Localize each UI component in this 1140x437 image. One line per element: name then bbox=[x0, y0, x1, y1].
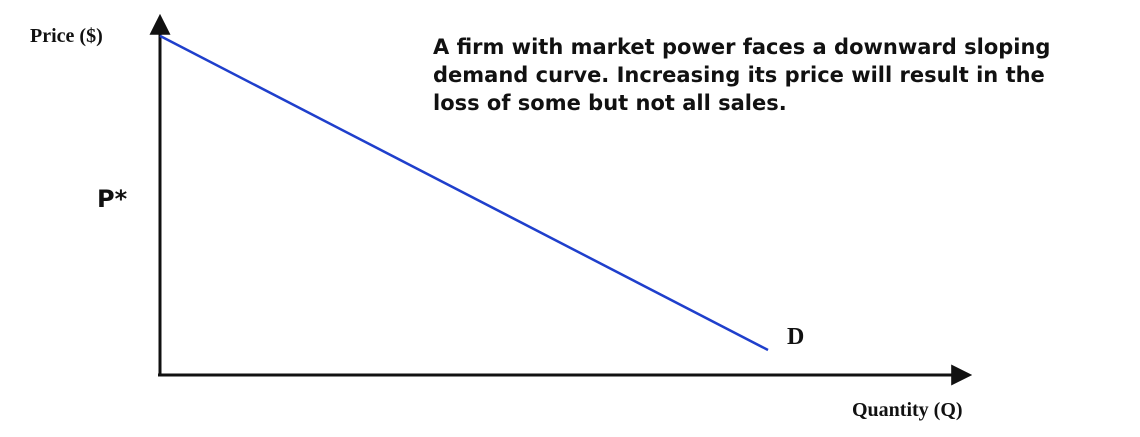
annotation-line-3: loss of some but not all sales. bbox=[433, 91, 787, 115]
demand-curve bbox=[159, 34, 769, 352]
demand-curve-label: D bbox=[787, 324, 804, 350]
annotation-line-2: demand curve. Increasing its price will … bbox=[433, 63, 1045, 87]
x-axis-label: Quantity (Q) bbox=[852, 399, 963, 421]
p-star-label: P* bbox=[97, 185, 128, 213]
annotation-line-1: A firm with market power faces a downwar… bbox=[433, 35, 1050, 59]
y-axis-label: Price ($) bbox=[30, 25, 103, 47]
